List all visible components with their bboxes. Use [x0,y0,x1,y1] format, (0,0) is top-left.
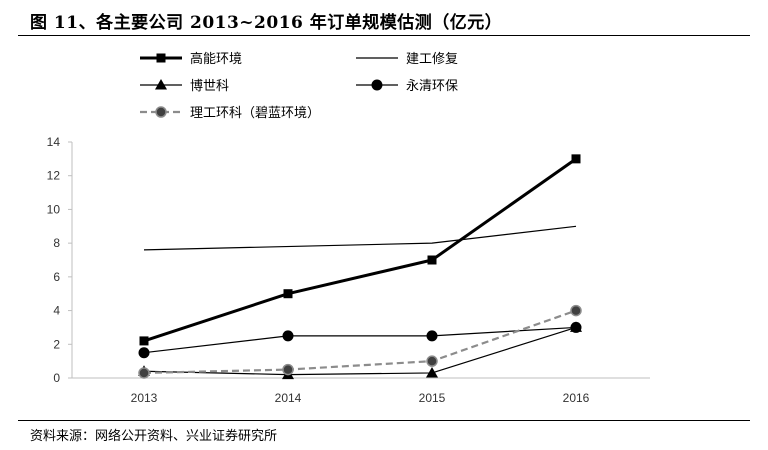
y-tick-label: 6 [53,270,60,284]
source-note: 资料来源：网络公开资料、兴业证券研究所 [30,429,278,444]
data-point-永清环保 [138,347,150,359]
top-rule [18,35,750,36]
data-point-永清环保 [570,321,582,333]
legend-label-永清环保: 永清环保 [406,79,458,94]
series-line-博世科 [143,326,577,376]
x-tick-label: 2014 [275,391,302,405]
y-tick-label: 8 [53,236,60,250]
series-line-建工修复 [143,225,577,251]
bottom-rule [18,420,750,421]
data-point-博世科 [426,366,438,378]
legend-marker-高能环境 [156,53,166,63]
data-point-高能环境 [427,255,437,265]
data-point-理工环科-碧蓝环境 [570,304,582,317]
legend-label-建工修复: 建工修复 [406,52,458,67]
y-tick-label: 14 [47,135,61,149]
legend-label-高能环境: 高能环境 [190,51,242,67]
chart-title: 图 11、各主要公司 2013~2016 年订单规模估测（亿元） [30,13,503,33]
x-tick-label: 2015 [419,391,446,405]
series-line-理工环科-碧蓝环境 [143,309,577,375]
x-tick-label: 2016 [563,391,590,405]
x-tick-label: 2013 [131,391,158,405]
y-tick-label: 4 [53,304,60,318]
data-point-高能环境 [571,154,581,164]
series-line-永清环保 [143,326,577,354]
y-tick-label: 10 [47,202,61,216]
data-point-理工环科-碧蓝环境 [282,363,294,376]
data-point-高能环境 [283,289,293,299]
data-point-理工环科-碧蓝环境 [138,367,150,379]
data-point-永清环保 [282,330,294,342]
y-tick-label: 0 [53,371,60,385]
legend-label-理工环科-碧蓝环境: 理工环科（碧蓝环境） [190,106,320,121]
y-tick-label: 12 [47,169,61,183]
legend-marker-永清环保 [371,79,383,91]
y-tick-label: 2 [53,337,60,351]
legend-label-博世科: 博世科 [190,79,229,94]
data-point-永清环保 [426,330,438,342]
series-line-高能环境 [143,157,577,343]
legend-marker-博世科 [155,79,167,90]
data-point-高能环境 [139,336,149,346]
data-point-理工环科-碧蓝环境 [426,355,438,367]
legend-marker-理工环科-碧蓝环境 [155,106,167,118]
